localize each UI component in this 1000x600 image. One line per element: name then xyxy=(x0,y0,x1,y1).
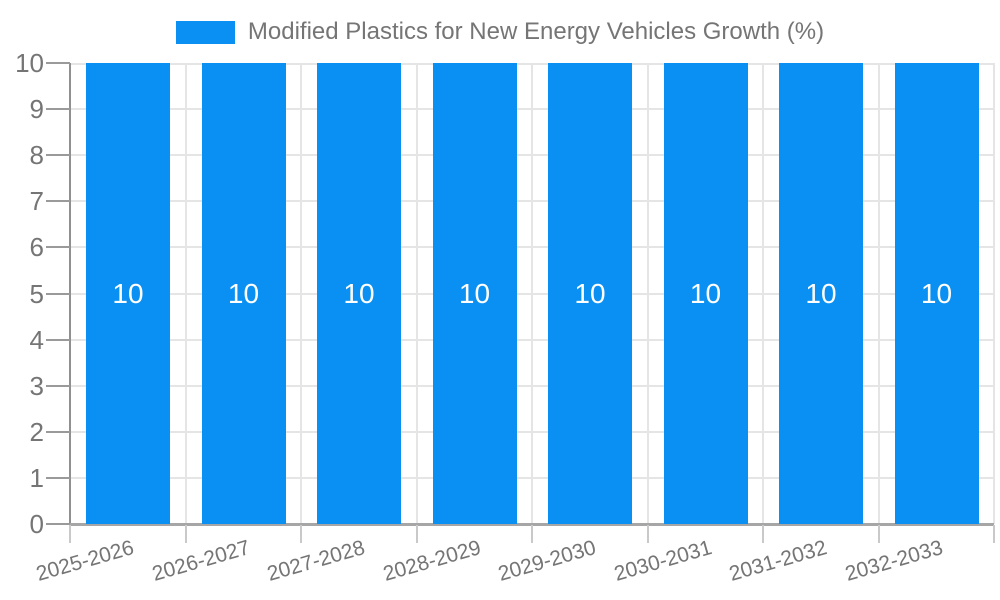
y-tick-dash xyxy=(46,200,70,203)
x-tick-label: 2032-2033 xyxy=(842,536,946,586)
y-tick-dash xyxy=(46,384,70,387)
legend-swatch xyxy=(175,20,235,44)
y-tick-label: 7 xyxy=(29,186,44,217)
bar-value-label: 10 xyxy=(112,277,144,309)
legend-label: Modified Plastics for New Energy Vehicle… xyxy=(247,18,825,45)
v-gridline xyxy=(762,63,764,524)
x-tick-label: 2028-2029 xyxy=(380,536,484,586)
bar-value-label: 10 xyxy=(574,277,606,309)
x-axis-tick xyxy=(993,525,995,543)
y-tick-label: 10 xyxy=(15,48,44,78)
y-tick-dash xyxy=(46,476,70,479)
bar-value-label: 10 xyxy=(343,277,375,309)
y-tick-dash xyxy=(46,246,70,249)
chart-legend[interactable]: Modified Plastics for New Energy Vehicle… xyxy=(0,18,1000,46)
v-gridline xyxy=(531,63,533,524)
x-tick-label: 2025-2026 xyxy=(33,536,137,586)
y-tick-label: 1 xyxy=(29,462,44,493)
bar-value-label: 10 xyxy=(227,277,260,309)
y-tick-label: 6 xyxy=(29,232,44,263)
y-tick-dash xyxy=(46,62,70,64)
bar[interactable]: 10 xyxy=(201,63,286,524)
bar[interactable]: 10 xyxy=(432,63,517,524)
bar[interactable]: 10 xyxy=(317,63,401,524)
y-tick-label: 9 xyxy=(29,94,44,125)
y-tick-dash xyxy=(46,154,70,157)
y-tick-dash xyxy=(46,338,70,341)
y-tick-label: 5 xyxy=(29,278,44,309)
y-axis-line xyxy=(69,63,71,524)
x-axis-tick xyxy=(762,525,764,543)
x-axis-line xyxy=(70,523,994,526)
bar-value-label: 10 xyxy=(689,277,722,309)
x-tick-label: 2030-2031 xyxy=(611,536,715,586)
v-gridline xyxy=(415,63,418,524)
x-axis-tick xyxy=(300,525,302,543)
bar-value-label: 10 xyxy=(458,277,491,309)
bar[interactable]: 10 xyxy=(548,63,632,524)
x-tick-label: 2031-2032 xyxy=(726,536,830,586)
bar-value-label: 10 xyxy=(920,277,953,309)
x-axis-tick xyxy=(877,525,880,543)
x-axis-tick xyxy=(184,525,187,543)
bar[interactable]: 10 xyxy=(779,63,863,524)
v-gridline xyxy=(184,63,187,524)
y-tick-dash xyxy=(46,292,70,295)
y-tick-label: 0 xyxy=(29,509,44,539)
v-gridline xyxy=(877,63,880,524)
y-tick-dash xyxy=(46,108,70,111)
v-gridline xyxy=(300,63,302,524)
y-tick-dash xyxy=(46,523,70,525)
x-axis-tick xyxy=(69,525,71,543)
v-gridline xyxy=(993,63,995,524)
v-gridline xyxy=(646,63,649,524)
bar-value-label: 10 xyxy=(805,277,837,309)
x-tick-label: 2029-2030 xyxy=(495,536,599,586)
x-tick-label: 2027-2028 xyxy=(264,536,368,586)
y-tick-label: 4 xyxy=(29,324,44,355)
bar[interactable]: 10 xyxy=(86,63,170,524)
x-axis-tick xyxy=(646,525,649,543)
bar[interactable]: 10 xyxy=(663,63,748,524)
bar[interactable]: 10 xyxy=(894,63,979,524)
x-tick-label: 2026-2027 xyxy=(149,536,253,586)
plot-area: 0 1 2 3 4 5 6 7 8 9 10 10 10 10 10 10 10 10 10 2025-2026 202… xyxy=(15,50,995,586)
y-tick-label: 8 xyxy=(29,140,44,171)
x-axis-tick xyxy=(531,525,533,543)
y-tick-label: 3 xyxy=(29,370,44,401)
y-tick-dash xyxy=(46,430,70,433)
x-axis-tick xyxy=(415,525,418,543)
y-tick-label: 2 xyxy=(29,416,44,447)
